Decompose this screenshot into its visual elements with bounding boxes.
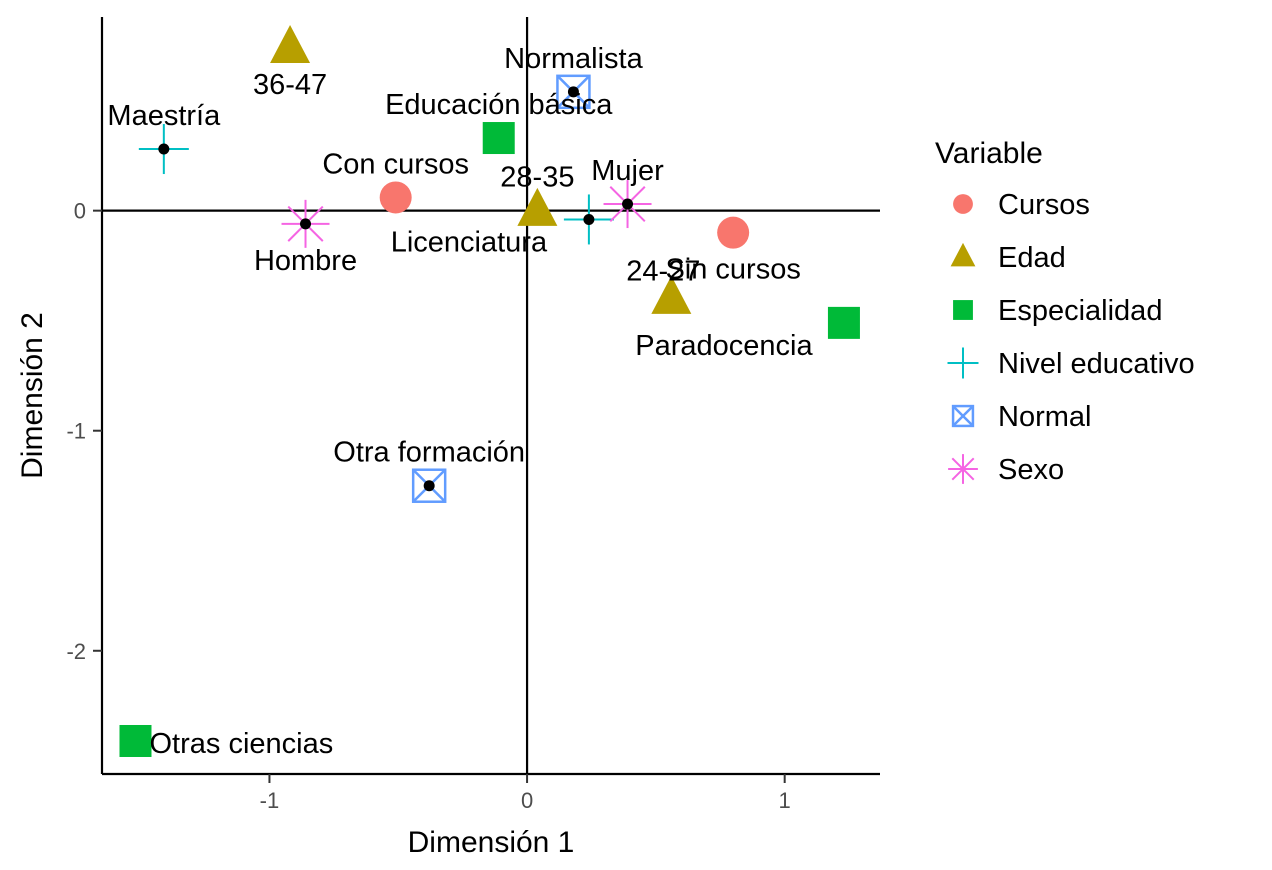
legend-key-plus-icon — [947, 347, 979, 379]
legend-entry-edad: Edad — [950, 242, 1066, 274]
point-labels: Con cursos Sin cursos 36-47 28-35 24-27 Educa… — [107, 43, 813, 760]
legend-key-asterisk-icon — [948, 454, 978, 484]
x-tick-label: -1 — [260, 788, 280, 813]
label-24-27: 24-27 — [626, 256, 700, 288]
point-24-27 — [651, 275, 692, 314]
point-36-47 — [270, 25, 311, 64]
legend-entry-nivel-educativo: Nivel educativo — [947, 347, 1195, 380]
axes — [100, 17, 880, 776]
point-mujer — [603, 180, 652, 229]
legend-entry-sexo: Sexo — [948, 454, 1064, 486]
label-hombre: Hombre — [254, 245, 357, 277]
label-con-cursos: Con cursos — [322, 148, 469, 180]
y-tick-label: -2 — [66, 639, 86, 664]
point-otras-ciencias — [119, 724, 152, 757]
y-tick-label: 0 — [74, 199, 86, 224]
legend-label-sexo: Sexo — [998, 454, 1064, 486]
label-otra-formacion: Otra formación — [333, 437, 525, 469]
legend-label-edad: Edad — [998, 242, 1066, 274]
legend-key-boxcross-icon — [951, 404, 975, 428]
legend-label-nivel-educativo: Nivel educativo — [998, 348, 1195, 380]
y-axis-title: Dimensión 2 — [16, 312, 49, 479]
legend-key-triangle-icon — [950, 242, 976, 267]
label-normalista: Normalista — [504, 43, 643, 75]
legend-label-normal: Normal — [998, 401, 1091, 433]
point-sin-cursos — [717, 216, 750, 249]
point-28-35 — [517, 187, 558, 226]
point-paradocencia — [827, 306, 860, 339]
x-tick-label: 1 — [779, 788, 791, 813]
legend-entry-normal: Normal — [951, 401, 1091, 433]
point-licenciatura — [563, 194, 614, 245]
label-mujer: Mujer — [591, 155, 664, 187]
label-educacion-basica: Educación básica — [385, 89, 613, 121]
point-hombre — [281, 199, 330, 248]
label-maestria: Maestría — [107, 100, 221, 132]
point-con-cursos — [379, 181, 412, 214]
label-paradocencia: Paradocencia — [635, 330, 813, 362]
label-sin-cursos: Sin cursos — [665, 254, 800, 286]
data-points — [119, 25, 860, 757]
x-axis-title: Dimensión 1 — [408, 826, 575, 859]
tick-marks: -1 0 1 0 -1 -2 — [66, 199, 790, 813]
x-tick-label: 0 — [521, 788, 533, 813]
label-28-35: 28-35 — [500, 162, 574, 194]
point-maestria — [138, 124, 189, 175]
point-otra-formacion — [411, 468, 447, 503]
reference-lines — [102, 17, 880, 774]
legend: Variable Cursos Edad Especialidad Nivel edu… — [935, 137, 1195, 486]
point-normalista — [556, 74, 591, 110]
legend-key-square-icon — [953, 300, 973, 320]
label-licenciatura: Licenciatura — [391, 226, 548, 258]
legend-entry-especialidad: Especialidad — [953, 295, 1162, 327]
label-otras-ciencias: Otras ciencias — [149, 728, 333, 760]
legend-label-cursos: Cursos — [998, 189, 1090, 221]
legend-title: Variable — [935, 137, 1043, 170]
y-tick-label: -1 — [66, 419, 86, 444]
label-36-47: 36-47 — [253, 69, 327, 101]
legend-key-circle-icon — [953, 194, 973, 214]
point-educacion-basica — [482, 122, 515, 155]
legend-entry-cursos: Cursos — [953, 189, 1090, 221]
legend-label-especialidad: Especialidad — [998, 295, 1162, 327]
